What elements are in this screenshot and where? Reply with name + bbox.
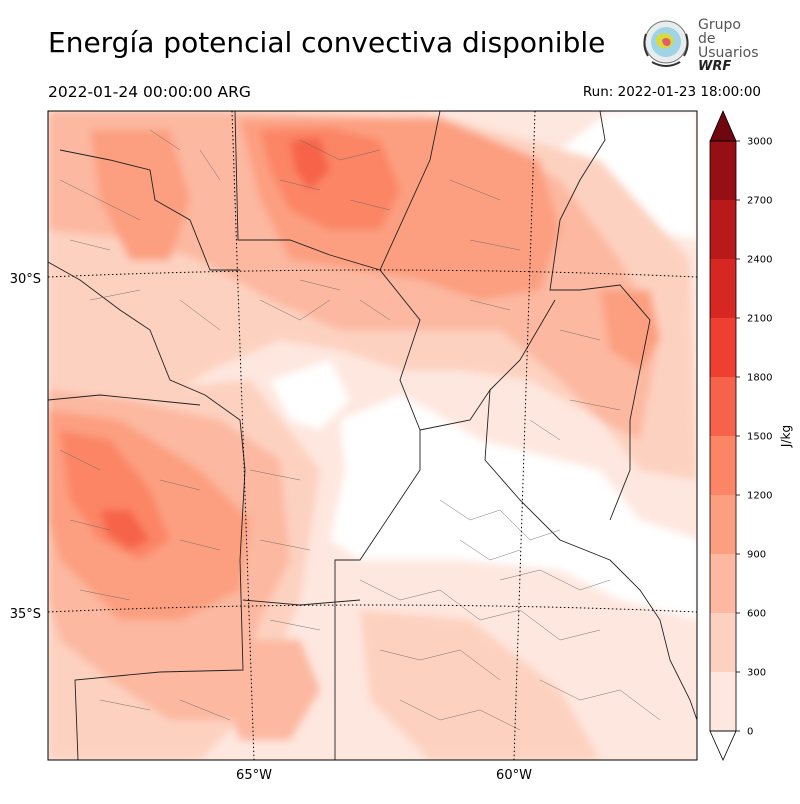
department-borders [59, 129, 661, 731]
logo-line-2: Usuarios [698, 45, 759, 61]
cape-area-1200-west [60, 430, 170, 560]
colorbar-segment [710, 377, 736, 436]
colorbar: 0 300 600 900 1200 1500 1800 2100 2400 2700 3000 [709, 109, 772, 761]
map-frame [47, 110, 698, 761]
lat-label-35s: 35°S [10, 607, 41, 622]
border-northwest [59, 149, 240, 271]
cape-field [48, 111, 697, 760]
meridian-60w [513, 111, 536, 760]
colorbar-tick-label: 300 [747, 668, 766, 679]
cape-area-300-south [360, 610, 600, 760]
border-east [430, 111, 651, 521]
colorbar-segment [710, 672, 736, 731]
logo-line-3: WRF [698, 59, 732, 74]
cape-area-low-east [330, 395, 697, 620]
border-west-mid [48, 394, 201, 406]
border-east-inner [489, 299, 556, 391]
colorbar-segment [710, 613, 736, 672]
colorbar-tick-label: 1500 [747, 432, 772, 443]
colorbar-segment [710, 200, 736, 259]
colorbar-tick-label: 1200 [747, 491, 772, 502]
parallel-35s [48, 604, 697, 613]
lon-label-60w: 60°W [496, 768, 532, 783]
cape-area-900-east [600, 290, 660, 370]
colorbar-tick-label: 1800 [747, 373, 772, 384]
cape-area-low-center [270, 360, 350, 430]
colorbar-tick-label: 0 [747, 727, 753, 738]
colorbar-extend-max [709, 109, 737, 142]
border-river [419, 388, 611, 561]
colorbar-label: J/kg [779, 425, 793, 448]
colorbar-segment [710, 554, 736, 613]
valid-time: 2022-01-24 00:00:00 ARG [48, 83, 251, 101]
colorbar-segment [710, 436, 736, 495]
colorbar-tick-label: 900 [747, 550, 766, 561]
border-center [234, 111, 421, 760]
lat-label-30s: 30°S [10, 272, 41, 287]
colorbar-tick-label: 3000 [747, 137, 772, 148]
graticule [48, 111, 697, 760]
border-west [48, 261, 246, 760]
province-borders [48, 111, 651, 760]
colorbar-tick-label: 600 [747, 609, 766, 620]
page-title: Energía potencial convectiva disponible [48, 26, 606, 59]
border-north-center [379, 111, 441, 271]
colorbar-segment [710, 259, 736, 318]
cape-area-900-northwest [90, 130, 190, 260]
colorbar-tick-label: 2700 [747, 196, 772, 207]
colorbar-tick-label: 2400 [747, 255, 772, 266]
lon-label-65w: 65°W [236, 768, 272, 783]
cape-area-1500-west [100, 510, 150, 550]
run-time: Run: 2022-01-23 18:00:00 [582, 84, 761, 100]
cape-area-low-northeast [560, 111, 697, 240]
colorbar-segment [710, 318, 736, 377]
parallel-30s [48, 269, 697, 278]
colorbar-extend-min [709, 730, 737, 761]
colorbar-tick-label: 2100 [747, 314, 772, 325]
logo-line-1: Grupo de [698, 17, 741, 47]
globe-icon [643, 20, 689, 67]
cape-area-600-south [200, 640, 320, 740]
wrf-logo: Grupo de Usuarios WRF [638, 16, 759, 74]
meridian-65w [231, 111, 255, 760]
coastline [609, 559, 697, 721]
colorbar-segment [710, 495, 736, 554]
colorbar-segment [710, 141, 736, 200]
cape-area-1500-north [290, 138, 330, 190]
